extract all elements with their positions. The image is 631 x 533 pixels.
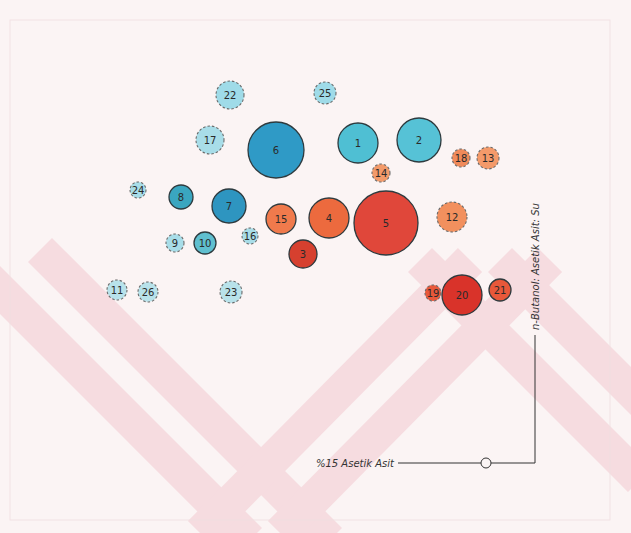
origin-link: [491, 463, 535, 464]
bubble: [437, 202, 467, 232]
bubble: [442, 275, 482, 315]
x-axis-line: [398, 463, 481, 464]
bubble: [314, 82, 336, 104]
axis-indicator: [398, 335, 535, 468]
watermark-band: [0, 250, 250, 533]
bubble-label: 19: [427, 288, 440, 299]
bubble-label: 5: [383, 218, 389, 229]
bubble-label: 9: [172, 238, 178, 249]
bubble: [130, 182, 146, 198]
bubble: [194, 232, 216, 254]
bubble: [266, 204, 296, 234]
bubble-label: 8: [178, 192, 184, 203]
bubble-label: 11: [111, 285, 124, 296]
bubble: [242, 228, 258, 244]
bubble: [477, 147, 499, 169]
bubble-label: 18: [455, 153, 468, 164]
bubble: [248, 122, 304, 178]
bubble-label: 25: [319, 88, 332, 99]
bubble-label: 2: [416, 135, 422, 146]
bubbles: [107, 81, 511, 315]
bubble: [107, 280, 127, 300]
bubble-label: 4: [326, 213, 332, 224]
bubble-label: 6: [273, 145, 279, 156]
bubble: [397, 118, 441, 162]
bubble: [196, 126, 224, 154]
bubble: [166, 234, 184, 252]
bubble-label: 16: [244, 231, 257, 242]
background: [0, 0, 631, 533]
bubble-label: 10: [199, 238, 212, 249]
watermark-band: [40, 250, 330, 533]
bubble-label: 13: [482, 153, 495, 164]
bubble: [452, 149, 470, 167]
x-axis-title: %15 Asetik Asit: [316, 458, 395, 469]
y-axis-title: n-Butanol: Asetik Asit: Su: [530, 203, 541, 330]
bubble-label: 23: [225, 287, 238, 298]
bubble: [372, 164, 390, 182]
bubble-label: 14: [375, 168, 388, 179]
watermark-band: [500, 260, 631, 460]
bubble-label: 22: [224, 90, 237, 101]
bubble: [216, 81, 244, 109]
bubble: [289, 240, 317, 268]
bubble: [425, 285, 441, 301]
plot-frame: [10, 20, 610, 520]
y-axis-line: [535, 335, 536, 463]
bubble: [169, 185, 193, 209]
bubble: [489, 279, 511, 301]
bubble-label: 17: [204, 135, 217, 146]
bubble: [338, 123, 378, 163]
bubble: [138, 282, 158, 302]
bubble-label: 1: [355, 138, 361, 149]
bubble-label: 20: [456, 290, 469, 301]
watermark-band: [280, 260, 550, 533]
bubble: [212, 189, 246, 223]
bubble: [220, 281, 242, 303]
bubble: [309, 198, 349, 238]
bubble-label: 21: [494, 285, 507, 296]
bubble-label: 15: [275, 214, 288, 225]
chart: 6128715451032021222517181314241291619112…: [0, 0, 631, 533]
bubble-label: 3: [300, 249, 306, 260]
bubble-label: 26: [142, 287, 155, 298]
origin: [481, 458, 491, 468]
bubble-labels: 6128715451032021222517181314241291619112…: [111, 88, 507, 301]
bubble: [354, 191, 418, 255]
bubble-label: 7: [226, 201, 232, 212]
bubble-label: 12: [446, 212, 459, 223]
bubble-label: 24: [132, 185, 145, 196]
